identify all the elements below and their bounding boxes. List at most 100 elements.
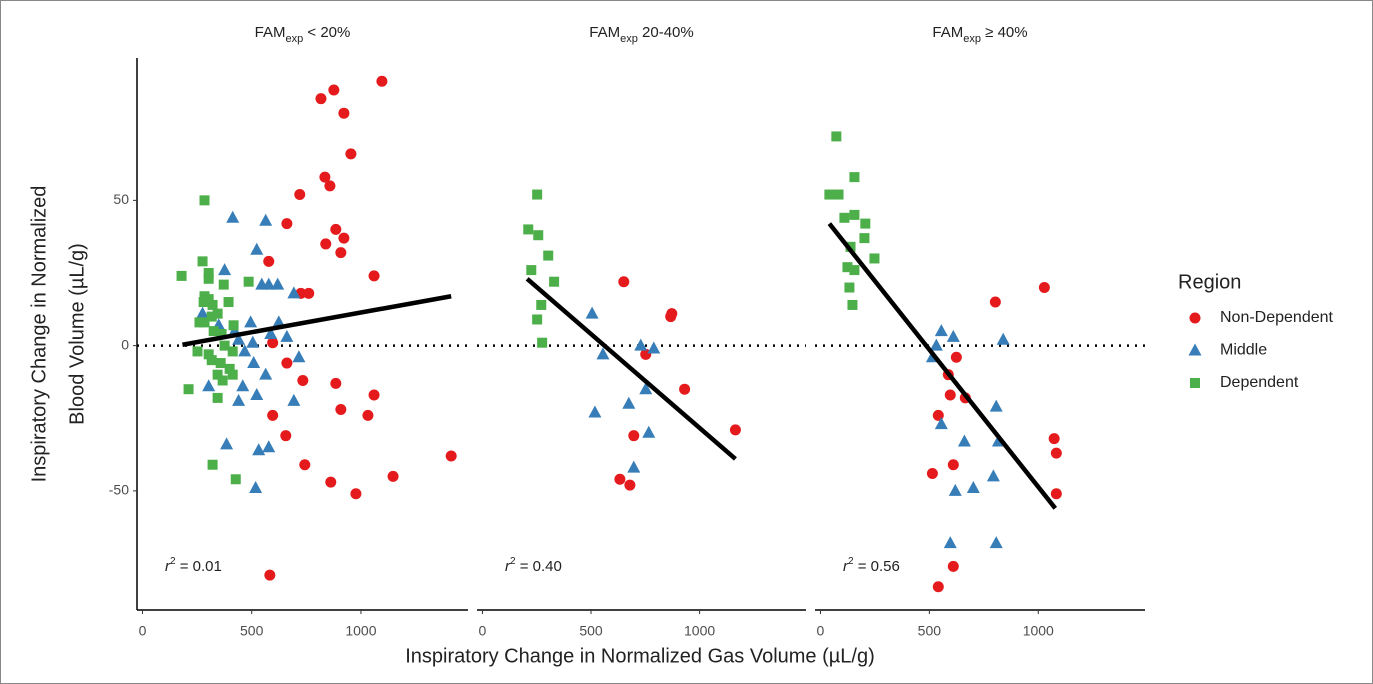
point <box>330 223 342 235</box>
point <box>639 382 653 395</box>
point <box>197 256 208 267</box>
point <box>194 317 205 328</box>
point <box>224 363 235 374</box>
point <box>259 213 273 226</box>
x-tick-label: 1000 <box>1023 623 1054 639</box>
point <box>947 459 959 471</box>
point <box>839 212 850 223</box>
point <box>319 171 331 183</box>
point <box>294 189 306 201</box>
annotation-sup: 2 <box>848 556 854 567</box>
point <box>232 393 246 406</box>
point <box>287 286 301 299</box>
point <box>989 296 1001 308</box>
point <box>202 379 216 392</box>
point <box>212 308 223 319</box>
point <box>946 329 960 342</box>
point <box>618 276 630 288</box>
point <box>624 479 636 491</box>
point <box>647 341 661 354</box>
annotation-main: r <box>165 558 171 575</box>
point <box>281 357 293 369</box>
point <box>271 277 285 290</box>
point <box>338 232 350 244</box>
point <box>849 209 860 220</box>
y-axis-label: Inspiratory Change in Normalized <box>28 186 50 483</box>
point <box>831 131 842 142</box>
annotation-rest: = 0.01 <box>176 558 222 575</box>
annotation-rest: = 0.40 <box>516 558 562 575</box>
point <box>614 473 626 485</box>
point <box>849 172 860 183</box>
point <box>264 569 276 581</box>
point <box>824 189 835 200</box>
point <box>280 329 294 342</box>
point <box>227 369 238 380</box>
point <box>350 488 362 500</box>
x-axis-label: Inspiratory Change in Normalized Gas Vol… <box>405 645 875 667</box>
point <box>215 358 226 369</box>
point <box>227 346 238 357</box>
legend-marker <box>1190 378 1200 388</box>
point <box>943 536 957 549</box>
point <box>387 470 399 482</box>
point <box>950 351 962 363</box>
point <box>320 238 332 250</box>
legend-marker <box>1189 312 1201 324</box>
legend-label: Non-Dependent <box>1220 309 1334 326</box>
point <box>226 210 240 223</box>
point <box>228 320 239 331</box>
point <box>536 299 547 310</box>
point <box>932 581 944 593</box>
point <box>244 315 258 328</box>
point <box>533 230 544 241</box>
point <box>207 459 218 470</box>
point <box>219 340 230 351</box>
point <box>445 450 457 462</box>
point <box>218 279 229 290</box>
y-tick-label: 0 <box>121 336 129 352</box>
point <box>267 409 279 421</box>
point <box>223 297 234 308</box>
y-tick-label: 50 <box>113 191 129 207</box>
point <box>315 93 327 105</box>
point <box>287 393 301 406</box>
point <box>1048 433 1060 445</box>
point <box>259 367 273 380</box>
point <box>212 392 223 403</box>
x-tick-label: 0 <box>479 623 487 639</box>
x-tick-label: 0 <box>817 623 825 639</box>
point <box>280 430 292 442</box>
x-tick-label: 500 <box>918 623 942 639</box>
annotation: r2 = 0.56 <box>843 556 900 575</box>
point <box>537 337 548 348</box>
point <box>526 265 537 276</box>
point <box>236 379 250 392</box>
panel-title: FAMexp < 20% <box>255 24 351 45</box>
title-sub: exp <box>620 33 638 45</box>
point <box>335 247 347 259</box>
point <box>217 375 228 386</box>
x-tick-label: 500 <box>579 623 603 639</box>
point <box>549 276 560 287</box>
fit-line <box>525 277 737 461</box>
point <box>729 424 741 436</box>
point <box>1050 488 1062 500</box>
legend-title: Region <box>1178 271 1241 293</box>
annotation-sup: 2 <box>170 556 176 567</box>
x-tick-label: 0 <box>139 623 147 639</box>
point <box>966 480 980 493</box>
point <box>622 396 636 409</box>
point <box>238 344 252 357</box>
point <box>299 459 311 471</box>
point <box>206 355 217 366</box>
point <box>246 335 260 348</box>
point <box>303 287 315 299</box>
point <box>627 460 641 473</box>
annotation: r2 = 0.40 <box>505 556 562 575</box>
x-tick-label: 1000 <box>345 623 376 639</box>
x-tick-label: 1000 <box>684 623 715 639</box>
point <box>934 417 948 430</box>
